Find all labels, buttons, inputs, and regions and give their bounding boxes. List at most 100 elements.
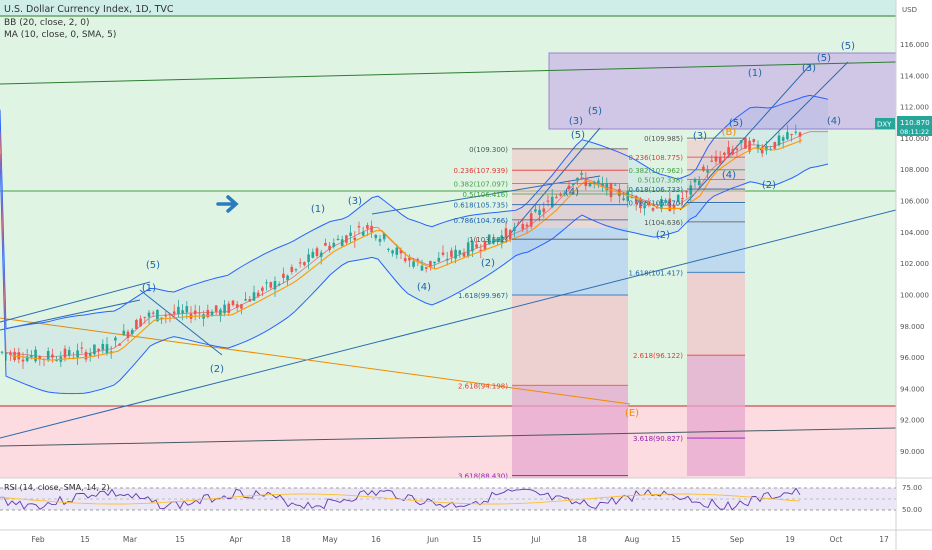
candle-body <box>349 232 352 236</box>
wave-label: (1) <box>142 283 156 294</box>
candle-body <box>366 225 369 229</box>
candle-body <box>374 234 378 239</box>
time-tick: 17 <box>879 535 889 544</box>
candle-body <box>735 148 739 150</box>
candle-body <box>513 227 516 231</box>
price-tick: 116.000 <box>900 41 929 49</box>
candle-body <box>660 198 663 210</box>
candle-body <box>466 242 470 257</box>
candle-body <box>294 269 298 271</box>
time-tick: 15 <box>175 535 185 544</box>
time-tick: Feb <box>31 535 45 544</box>
candle-body <box>765 146 768 151</box>
candle-body <box>17 352 21 360</box>
wave-label: (5) <box>146 260 160 271</box>
candle-body <box>30 355 33 358</box>
time-tick: 18 <box>577 535 587 544</box>
fib-right-label: 3.618(90.827) <box>633 435 683 443</box>
candle-body <box>588 182 592 187</box>
price-tick: 100.000 <box>900 291 929 299</box>
candle-body <box>685 190 688 193</box>
candle-body <box>454 249 457 259</box>
candle-body <box>88 353 92 356</box>
price-axis[interactable] <box>896 0 932 478</box>
bb-lower <box>0 153 829 395</box>
price-tick: 112.000 <box>900 104 929 112</box>
candle-body <box>303 262 306 266</box>
price-tick: 94.000 <box>900 385 925 393</box>
wave-labels: (5)(1)(2)(3)(4)(1)(2)(3)(5)(5)(4)(E)(3)(… <box>142 41 855 419</box>
wave-label: (2) <box>762 180 776 191</box>
candle-body <box>353 237 357 240</box>
time-tick: 16 <box>371 535 381 544</box>
time-tick: Jun <box>426 535 439 544</box>
candle-body <box>332 242 336 247</box>
fib-left-label: 3.618(88.430) <box>458 473 508 481</box>
top-zone <box>0 0 896 16</box>
candle-body <box>168 313 172 316</box>
candle-body <box>445 258 449 261</box>
candle-body <box>214 305 218 312</box>
candle-body <box>681 197 684 200</box>
fib-right-label: 0.618(106.733) <box>629 186 684 194</box>
candle-body <box>101 343 105 350</box>
candle-body <box>412 261 415 267</box>
wave-label: (5) <box>571 130 585 141</box>
fib-left-label: 0.382(107.097) <box>454 180 509 188</box>
price-tick: 108.000 <box>900 166 929 174</box>
candle-body <box>576 177 579 181</box>
fib-labels: 0(109.300) 0.236(107.939) 0.382(107.097) 0.… <box>454 135 745 481</box>
candle-body <box>622 198 625 201</box>
wave-label: (5) <box>588 106 602 117</box>
price-tick: 98.000 <box>900 323 925 331</box>
rsi-band <box>0 488 896 510</box>
candle-body <box>76 350 79 358</box>
candle-body <box>151 312 155 314</box>
candle-body <box>668 198 672 212</box>
price-tick: 106.000 <box>900 198 929 206</box>
wave-label: (4) <box>827 116 841 127</box>
wave-label: (4) <box>722 170 736 181</box>
bb-upper <box>0 94 829 330</box>
wave-label: (2) <box>656 230 670 241</box>
wave-label: (3) <box>569 116 583 127</box>
candle-body <box>25 356 29 361</box>
candle-body <box>345 235 348 243</box>
candle-body <box>265 282 268 284</box>
candle-body <box>336 238 340 240</box>
fib-left-label: 1.618(99.967) <box>458 292 508 300</box>
last-price: 110.870 <box>900 118 930 127</box>
wave-label: (1) <box>311 204 325 215</box>
candle-body <box>399 250 403 254</box>
candle-body <box>122 330 126 335</box>
candle-body <box>580 173 583 175</box>
rsi-tick-50: 50.00 <box>902 506 922 514</box>
candle-body <box>38 356 42 360</box>
candle-body <box>559 194 562 196</box>
fib-left-label: 0.618(105.735) <box>454 202 509 210</box>
candle-body <box>613 184 617 186</box>
fib-left-label: 0.236(107.939) <box>454 167 509 175</box>
candle-body <box>0 351 4 353</box>
candle-body <box>714 156 718 162</box>
price-tick: 110.000 <box>900 135 929 143</box>
candle-body <box>781 137 785 141</box>
candle-body <box>164 315 168 317</box>
candle-body <box>790 134 793 136</box>
candle-body <box>504 228 508 238</box>
price-tick: 92.000 <box>900 417 925 425</box>
candle-body <box>177 306 180 314</box>
candle-body <box>9 352 12 355</box>
time-tick: Apr <box>230 535 244 544</box>
candle-body <box>403 258 407 262</box>
candle-body <box>324 242 327 246</box>
candle-body <box>647 203 651 205</box>
price-tick-labels: 116.000 114.000 112.000 110.000 108.000 106.0… <box>900 41 929 456</box>
candle-body <box>672 204 676 210</box>
wave-label: (1) <box>748 68 762 79</box>
candle-body <box>206 309 210 318</box>
price-tick: 104.000 <box>900 229 929 237</box>
candle-body <box>752 139 756 142</box>
